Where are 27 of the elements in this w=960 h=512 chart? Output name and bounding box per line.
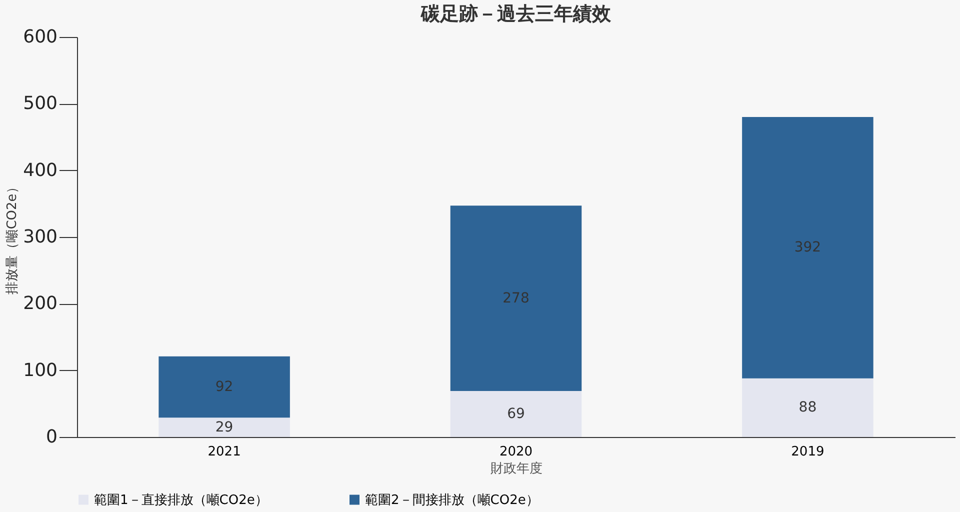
data-label: 92 [215,379,234,395]
chart-title: 碳足跡－過去三年績效 [420,3,612,25]
y-tick-label: 600 [23,26,58,48]
data-label: 278 [502,290,530,306]
x-tick-label: 2021 [208,444,241,460]
x-axis-title: 財政年度 [490,460,542,476]
bar [450,391,582,437]
data-label: 69 [507,406,525,422]
data-label: 392 [794,240,822,256]
y-tick-label: 200 [23,293,58,314]
bar [450,206,582,391]
y-tick-label: 0 [46,426,58,448]
legend-label: 範圍1－直接排放（噸CO2e） [94,492,268,508]
bar [158,356,290,418]
bar [158,418,290,437]
legend-label: 範圍2－間接排放（噸CO2e） [365,492,539,508]
bar [742,378,874,437]
y-tick-label: 500 [23,93,58,114]
bar [742,117,874,378]
x-tick-label: 2020 [499,444,533,460]
y-tick-label: 400 [23,160,58,181]
y-tick-label: 300 [23,226,58,248]
y-axis-title: 排放量（噸CO2e） [5,180,20,294]
x-tick-label: 2019 [791,444,824,460]
data-label: 29 [215,419,234,436]
y-tick-label: 100 [23,360,58,381]
data-label: 88 [798,400,817,416]
